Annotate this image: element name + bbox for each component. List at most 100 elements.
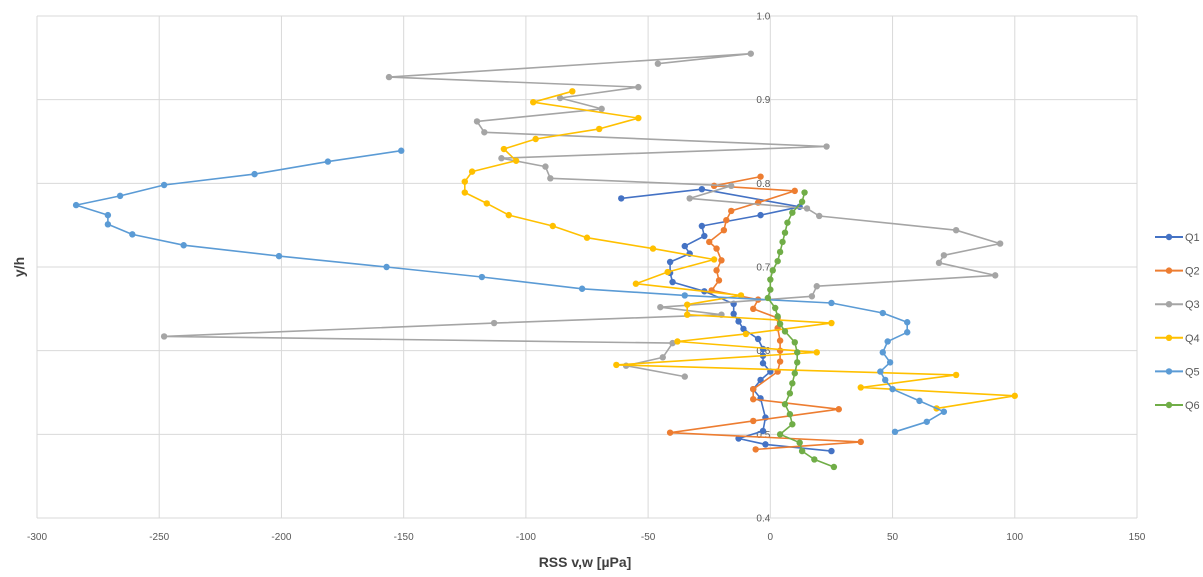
data-point <box>666 258 674 266</box>
data-point <box>681 373 688 380</box>
series-q3 <box>160 50 1004 380</box>
legend-marker <box>1165 301 1173 308</box>
data-point <box>791 187 798 195</box>
legend-label: Q4 <box>1185 333 1200 345</box>
data-point <box>735 435 742 442</box>
data-point <box>789 380 796 387</box>
data-point <box>723 216 730 224</box>
data-point <box>857 438 864 446</box>
legend-item-q1: Q1 <box>1155 232 1200 244</box>
data-point <box>767 276 774 283</box>
series-q6 <box>764 189 838 471</box>
data-point <box>811 456 818 463</box>
data-point <box>776 358 784 365</box>
legend: Q1 Q2 Q3 Q4 Q5 Q6 <box>1155 232 1200 412</box>
series-line-q4 <box>463 90 1016 410</box>
data-point <box>698 222 706 230</box>
data-point <box>835 406 842 413</box>
data-point <box>813 283 820 290</box>
data-point <box>684 301 691 308</box>
data-point <box>886 359 894 366</box>
x-tick-label: -100 <box>516 532 536 543</box>
data-point <box>794 359 801 366</box>
data-point <box>72 201 80 209</box>
data-point <box>104 221 112 228</box>
data-point <box>740 325 747 333</box>
data-point <box>757 173 764 180</box>
data-point <box>737 292 745 299</box>
x-axis-title: RSS v,w [µPa] <box>539 554 632 570</box>
y-tick-label: 0.4 <box>756 514 770 525</box>
data-point <box>757 376 764 384</box>
data-point <box>757 211 764 219</box>
data-point <box>904 319 911 326</box>
data-point <box>530 98 537 106</box>
data-point <box>512 157 520 164</box>
legend-marker <box>1165 401 1173 409</box>
data-point <box>632 280 640 287</box>
data-point <box>774 313 781 320</box>
data-point <box>385 73 393 81</box>
data-point <box>684 311 691 318</box>
data-point <box>532 135 539 143</box>
data-point <box>461 178 468 185</box>
data-point <box>461 189 468 196</box>
x-tick-label: -200 <box>271 532 291 543</box>
data-point <box>649 245 657 252</box>
data-point <box>490 319 498 327</box>
data-point <box>618 195 625 202</box>
data-point <box>383 263 390 271</box>
data-point <box>776 431 784 438</box>
data-point <box>996 240 1004 247</box>
data-point <box>251 170 258 178</box>
data-point <box>769 267 776 274</box>
legend-label: Q1 <box>1185 232 1200 244</box>
data-point <box>774 257 781 265</box>
data-point <box>776 337 784 344</box>
data-point <box>803 205 811 212</box>
series-line-q2 <box>669 175 862 451</box>
series-q4 <box>461 88 1018 412</box>
data-point <box>686 195 693 202</box>
data-point <box>776 347 784 354</box>
data-point <box>750 385 757 393</box>
data-point <box>752 446 759 453</box>
data-point <box>916 397 923 405</box>
data-point <box>730 310 737 318</box>
data-point <box>781 229 789 236</box>
data-point <box>884 338 891 345</box>
data-point <box>889 385 896 393</box>
legend-label: Q6 <box>1185 400 1200 412</box>
series-q5 <box>72 147 948 436</box>
data-point <box>710 256 718 263</box>
data-point <box>762 441 769 448</box>
data-point <box>547 175 554 182</box>
data-point <box>786 411 794 418</box>
data-point <box>776 320 784 328</box>
data-point <box>635 83 642 91</box>
data-point <box>801 189 808 196</box>
data-point <box>764 294 772 302</box>
legend-marker <box>1165 233 1173 241</box>
data-point <box>828 319 835 327</box>
data-point <box>857 384 864 391</box>
x-tick-label: -50 <box>641 532 656 543</box>
data-point <box>104 211 112 219</box>
data-point <box>742 330 750 338</box>
data-point <box>578 285 586 292</box>
data-point <box>830 463 838 471</box>
x-tick-label: 50 <box>887 532 899 543</box>
y-tick-label: 0.5 <box>756 430 770 441</box>
data-point <box>635 114 642 122</box>
data-point <box>478 273 486 281</box>
data-point <box>556 94 564 102</box>
data-point <box>750 395 757 403</box>
data-point <box>681 242 688 250</box>
data-point <box>935 259 943 267</box>
x-tick-label: -250 <box>149 532 169 543</box>
data-point <box>816 212 823 220</box>
data-point <box>473 118 481 125</box>
data-point <box>940 408 948 415</box>
